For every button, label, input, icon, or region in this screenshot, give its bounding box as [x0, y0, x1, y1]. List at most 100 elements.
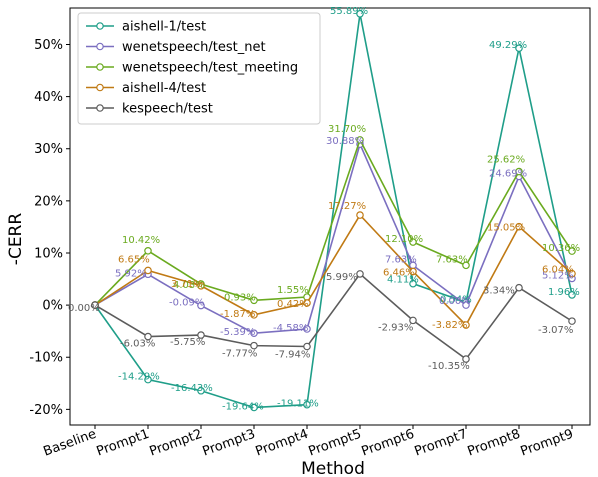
- data-point: [250, 341, 258, 350]
- data-label: -0.09%: [169, 298, 204, 309]
- legend-marker: [96, 83, 104, 92]
- y-tick-label: 50%: [34, 38, 63, 53]
- data-label: -4.58%: [273, 323, 308, 334]
- y-tick-label: -20%: [29, 403, 63, 418]
- series-line: [94, 272, 573, 361]
- legend-marker: [96, 104, 104, 112]
- data-label: -2.93%: [378, 322, 413, 333]
- x-axis-title: Method: [301, 459, 365, 477]
- data-label: 10.42%: [122, 235, 160, 246]
- data-label: 6.46%: [383, 267, 415, 278]
- data-label: -19.11%: [277, 399, 319, 410]
- data-label: 31.70%: [328, 124, 366, 135]
- data-point: [568, 247, 576, 255]
- data-point: [144, 332, 152, 341]
- data-point: [515, 222, 523, 231]
- data-point: [409, 238, 417, 246]
- data-label: -19.64%: [222, 401, 264, 412]
- data-point: [197, 331, 205, 339]
- series-line: [94, 137, 573, 306]
- series-line: [94, 213, 573, 327]
- data-label: 0.42%: [277, 299, 309, 310]
- data-label: 6.04%: [542, 265, 574, 276]
- data-point: [356, 136, 364, 144]
- y-tick-label: 10%: [34, 246, 63, 261]
- data-label: -3.07%: [538, 325, 573, 336]
- data-label: 30.88%: [326, 136, 364, 147]
- data-label: -14.29%: [118, 372, 160, 383]
- data-label: 24.69%: [489, 168, 527, 179]
- data-point: [303, 299, 311, 307]
- data-label: -16.43%: [171, 383, 213, 394]
- legend-entry: wenetspeech/test_net: [122, 40, 266, 55]
- data-point: [303, 400, 311, 409]
- data-point: [568, 291, 576, 299]
- data-label: -6.03%: [120, 339, 155, 350]
- data-label: -10.35%: [428, 361, 470, 372]
- data-label-layer: -14.29% -16.43% -19.64% -19.11% 55.89% 4.11% 0…: [68, 6, 580, 413]
- legend-marker: [96, 42, 104, 51]
- data-point: [568, 269, 576, 278]
- legend-entry: kespeech/test: [122, 102, 213, 117]
- data-point: [409, 316, 417, 325]
- data-point: [515, 44, 523, 52]
- data-label: 0.93%: [224, 292, 256, 303]
- series-aishell-1-test: [91, 9, 576, 412]
- data-point: [144, 375, 152, 384]
- data-label: 12.10%: [385, 234, 423, 245]
- data-point: [144, 246, 152, 255]
- data-label: -3.82%: [432, 320, 467, 331]
- data-label: 5.12%: [542, 270, 574, 281]
- series-kespeech-test: [91, 270, 576, 363]
- data-point: [356, 270, 364, 278]
- data-label: 1.55%: [277, 285, 309, 296]
- data-label: 7.63%: [436, 254, 468, 265]
- legend-entry: aishell-1/test: [122, 20, 206, 35]
- data-label: 49.29%: [489, 40, 527, 51]
- data-label: -7.77%: [222, 349, 257, 360]
- data-point: [462, 301, 470, 309]
- data-point: [303, 325, 311, 333]
- data-label: -5.39%: [220, 327, 255, 338]
- data-label: 7.63%: [385, 254, 417, 265]
- data-label: 0.00%: [439, 296, 471, 307]
- data-label: 6.65%: [118, 254, 150, 265]
- data-label: -7.94%: [275, 349, 310, 360]
- plot-frame: [69, 7, 591, 426]
- legend-marker: [96, 22, 104, 30]
- data-point: [250, 311, 258, 319]
- data-point: [197, 386, 205, 395]
- legend-marker: [96, 63, 104, 71]
- data-point: [409, 267, 417, 276]
- data-point: [356, 211, 364, 219]
- data-label: 10.36%: [542, 243, 580, 254]
- data-label: 4.11%: [387, 275, 419, 286]
- data-label: 3.34%: [483, 286, 515, 297]
- y-axis-title: -CERR: [6, 213, 26, 266]
- data-label: 3.71%: [171, 279, 203, 290]
- y-tick-label: 0%: [42, 299, 63, 314]
- data-point: [409, 279, 417, 288]
- data-label: 1.96%: [548, 287, 580, 298]
- data-label: 17.27%: [328, 201, 366, 212]
- data-label: 5.99%: [326, 272, 358, 283]
- plot-border: [69, 7, 591, 426]
- y-tick-label: 20%: [34, 194, 63, 209]
- data-point: [250, 403, 258, 412]
- data-point: [250, 296, 258, 305]
- data-point: [250, 329, 258, 338]
- data-label: -1.87%: [220, 309, 255, 320]
- data-label: -5.75%: [170, 337, 205, 348]
- data-point: [144, 266, 152, 275]
- data-label: 0.00%: [68, 303, 100, 314]
- legend-entry: wenetspeech/test_meeting: [122, 61, 298, 76]
- y-tick-label: 40%: [34, 90, 63, 105]
- legend-box: [77, 12, 321, 125]
- data-point: [91, 301, 99, 309]
- y-tick-label: -10%: [29, 351, 63, 366]
- data-point: [197, 301, 205, 310]
- series-line: [94, 141, 573, 335]
- data-label: 0.54%: [440, 294, 472, 305]
- data-point: [515, 283, 523, 292]
